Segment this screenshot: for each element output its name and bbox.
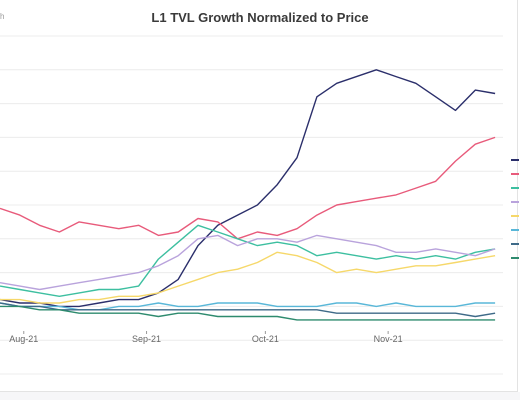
series-line-8 bbox=[0, 305, 496, 321]
series-line-7 bbox=[0, 302, 496, 318]
bottom-scroll-strip bbox=[0, 392, 520, 400]
legend bbox=[511, 159, 519, 259]
series-line-2 bbox=[0, 136, 496, 240]
x-tick-label: Oct-21 bbox=[252, 334, 279, 344]
chart-frame bbox=[0, 0, 518, 392]
top-left-label: h bbox=[0, 12, 5, 21]
series-line-5 bbox=[0, 251, 496, 304]
series-lines bbox=[0, 69, 496, 321]
x-tick-label: Nov-21 bbox=[374, 334, 403, 344]
series-line-1 bbox=[0, 69, 496, 308]
x-axis-ticks: Aug-21 Sep-21 Oct-21 Nov-21 bbox=[9, 331, 403, 344]
series-line-4 bbox=[0, 234, 496, 291]
grid-lines bbox=[0, 35, 503, 375]
x-tick-label: Sep-21 bbox=[132, 334, 161, 344]
chart-title: L1 TVL Growth Normalized to Price bbox=[151, 10, 369, 25]
x-tick-label: Aug-21 bbox=[9, 334, 38, 344]
